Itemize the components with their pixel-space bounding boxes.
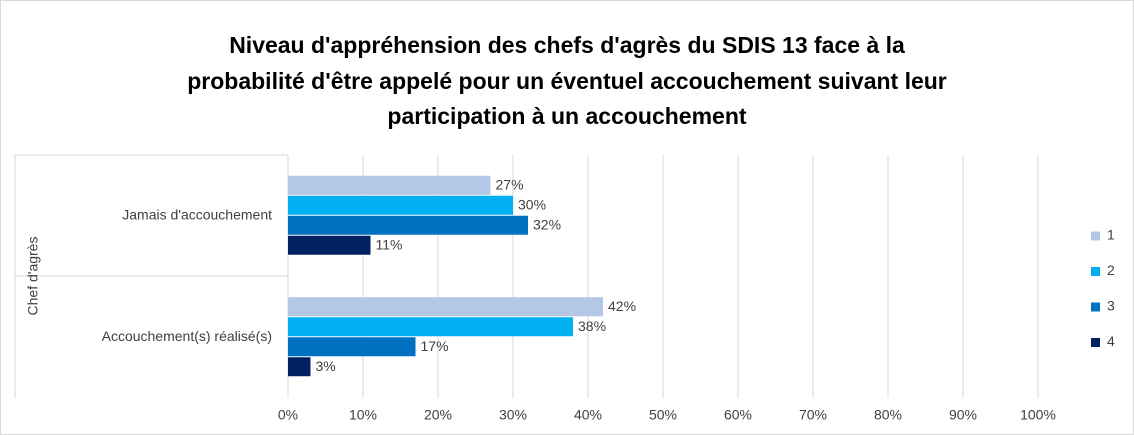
data-label: 42% (608, 298, 636, 314)
data-label: 17% (421, 338, 449, 354)
category-frame (14, 154, 289, 398)
x-tick-label: 50% (649, 407, 677, 423)
data-label: 38% (578, 318, 606, 334)
data-label: 27% (496, 176, 524, 192)
data-label: 3% (316, 358, 336, 374)
chart-title: participation à un accouchement (387, 103, 746, 129)
x-tick-label: 30% (499, 407, 527, 423)
data-label: 32% (533, 216, 561, 232)
legend-label: 2 (1107, 262, 1115, 278)
legend-label: 4 (1107, 333, 1115, 349)
chart-title: probabilité d'être appelé pour un éventu… (187, 68, 947, 94)
x-tick-label: 100% (1020, 407, 1056, 423)
data-label: 11% (376, 236, 403, 252)
bar (288, 337, 416, 357)
y-tick-label: Accouchement(s) réalisé(s) (102, 328, 272, 344)
legend-swatch (1091, 302, 1100, 312)
bar (288, 175, 491, 195)
bar (288, 235, 371, 255)
x-tick-label: 10% (349, 407, 377, 423)
chart-title: Niveau d'appréhension des chefs d'agrès … (229, 32, 905, 58)
legend-label: 3 (1107, 298, 1115, 314)
legend-label: 1 (1107, 227, 1115, 243)
y-tick-label: Jamais d'accouchement (122, 206, 272, 222)
data-label: 30% (518, 196, 546, 212)
x-tick-label: 60% (724, 407, 752, 423)
x-tick-label: 40% (574, 407, 602, 423)
x-tick-label: 0% (278, 407, 298, 423)
legend-swatch (1091, 267, 1100, 276)
x-tick-label: 20% (424, 407, 452, 423)
x-tick-label: 90% (949, 407, 977, 423)
bar (288, 195, 513, 215)
y-axis-label: Chef d'agrès (25, 237, 41, 316)
bar (288, 317, 573, 337)
legend-swatch (1091, 338, 1100, 347)
legend-swatch (1091, 231, 1100, 241)
bar (288, 297, 603, 317)
x-tick-label: 70% (799, 407, 827, 423)
bar (288, 357, 311, 377)
x-tick-label: 80% (874, 407, 902, 423)
bar (288, 215, 528, 235)
